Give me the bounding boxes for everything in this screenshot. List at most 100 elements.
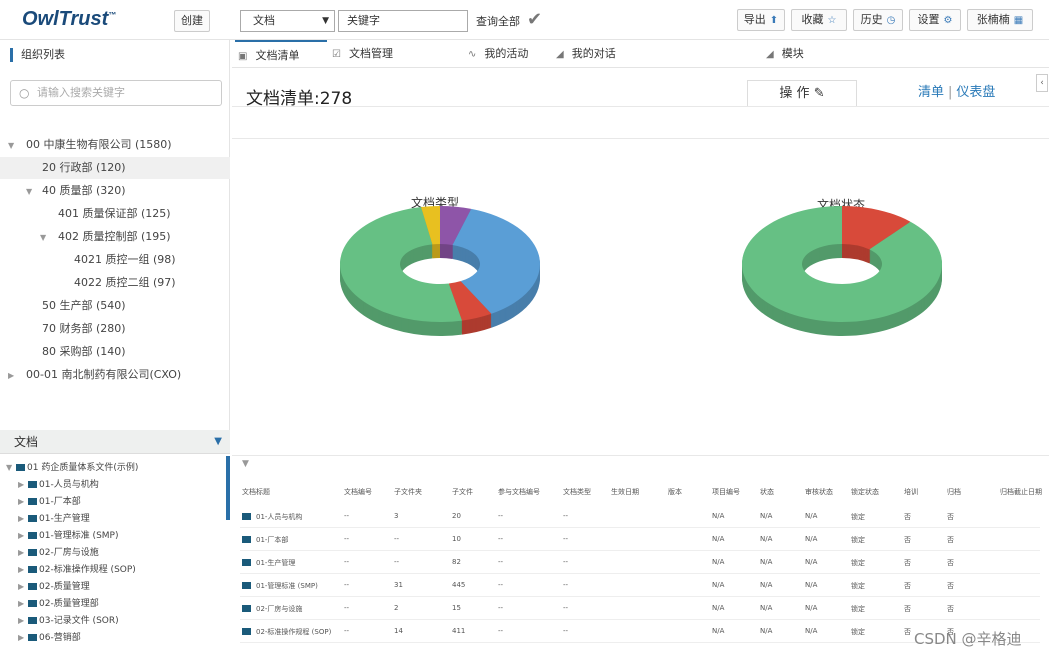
column-header[interactable]: 文档类型 xyxy=(563,488,591,496)
doc-folder-node[interactable]: ▶ 01-厂本部 xyxy=(0,493,226,510)
table-cell: 锁定 xyxy=(851,582,865,590)
tree-node[interactable]: 4021 质控一组 (98) xyxy=(74,253,176,266)
pie-slice[interactable] xyxy=(842,206,911,250)
doc-folder-node[interactable]: ▶ 02-标准操作规程 (SOP) xyxy=(0,561,226,578)
table-row[interactable]: 02-标准操作规程 (SOP) -- 14 411 -- -- N/A N/A N/A 锁定 否 否 xyxy=(240,620,1040,643)
table-cell: N/A xyxy=(805,512,818,520)
pie-slice[interactable] xyxy=(440,206,472,245)
column-header[interactable]: 子文件夹 xyxy=(394,488,422,496)
table-row[interactable]: 01-人员与机构 -- 3 20 -- -- N/A N/A N/A 锁定 否 否 xyxy=(240,505,1040,528)
view-list-link[interactable]: 清单 xyxy=(918,85,945,100)
table-cell: 82 xyxy=(452,558,461,566)
caret-right-icon: ▶ xyxy=(18,633,25,642)
tree-node[interactable]: 4022 质控二组 (97) xyxy=(74,276,176,289)
table-row[interactable]: 02-厂房与设施 -- 2 15 -- -- N/A N/A N/A 锁定 否 否 xyxy=(240,597,1040,620)
doc-folder-node[interactable]: ▶ 01-人员与机构 xyxy=(0,476,226,493)
query-all-checkbox[interactable]: ✔ xyxy=(527,9,543,30)
doc-type-select[interactable]: 文档 ▼ xyxy=(240,10,335,32)
column-header[interactable]: 参与文档编号 xyxy=(498,488,540,496)
column-header[interactable]: 归档 xyxy=(947,488,961,496)
tree-node[interactable]: ▼ 402 质量控制部 (195) xyxy=(0,226,230,248)
export-button[interactable]: 导出 ⬆ xyxy=(737,9,785,31)
column-header[interactable]: 子文件 xyxy=(452,488,473,496)
table-cell: 411 xyxy=(452,627,466,635)
column-header[interactable]: 生效日期 xyxy=(611,488,639,496)
doc-folder-node[interactable]: ▶ 02-质量管理部 xyxy=(0,595,226,612)
column-header[interactable]: 版本 xyxy=(668,488,682,496)
table-cell: N/A xyxy=(805,627,818,635)
table-cell: -- xyxy=(344,558,350,566)
star-icon: ☆ xyxy=(827,15,837,26)
table-cell: 锁定 xyxy=(851,536,865,544)
table-cell: N/A xyxy=(760,558,773,566)
column-header[interactable]: 状态 xyxy=(760,488,774,496)
column-header[interactable]: 文档编号 xyxy=(344,488,372,496)
pie-slice[interactable] xyxy=(339,207,463,323)
tab-my-chat[interactable]: ◢ 我的对话 xyxy=(556,47,616,60)
doc-folder-node[interactable]: ▶ 03-记录文件 (SOR) xyxy=(0,612,226,629)
filter-icon[interactable]: ▼ xyxy=(242,459,249,469)
folder-icon xyxy=(16,464,25,471)
table-cell: -- xyxy=(563,512,569,520)
doc-folder-node[interactable]: ▶ 02-厂房与设施 xyxy=(0,544,226,561)
favorite-button[interactable]: 收藏 ☆ xyxy=(791,9,847,31)
caret-right-icon: ▶ xyxy=(18,480,25,489)
table-row[interactable]: 01-生产管理 -- -- 82 -- -- N/A N/A N/A 锁定 否 否 xyxy=(240,551,1040,574)
column-header[interactable]: 培训 xyxy=(904,488,918,496)
watermark: CSDN @辛格迪 xyxy=(914,630,1022,648)
doc-folder-node[interactable]: ▶ 01-管理标准 (SMP) xyxy=(0,527,226,544)
column-header[interactable]: 审核状态 xyxy=(805,488,833,496)
keyword-input[interactable]: 关键字 xyxy=(338,10,468,32)
tree-node[interactable]: 80 采购部 (140) xyxy=(42,345,126,358)
settings-button[interactable]: 设置 ⚙ xyxy=(909,9,961,31)
table-cell: -- xyxy=(394,535,400,543)
pie-slice[interactable] xyxy=(452,208,540,314)
tab-doc-list[interactable]: ▣ 文档清单 xyxy=(235,40,327,68)
chevron-down-icon: ▼ xyxy=(322,16,329,26)
history-button[interactable]: 历史 ◷ xyxy=(853,9,903,31)
tree-node[interactable]: 70 财务部 (280) xyxy=(42,322,126,335)
view-dashboard-link[interactable]: 仪表盘 xyxy=(956,85,996,100)
doc-folder-node[interactable]: ▶ 06-营销部 xyxy=(0,629,226,646)
doc-panel-header[interactable]: 文档 ▼ xyxy=(0,430,230,454)
tree-node[interactable]: 401 质量保证部 (125) xyxy=(58,207,171,220)
operations-button[interactable]: 操 作 ✎ xyxy=(747,80,857,106)
table-cell: N/A xyxy=(712,604,725,612)
pie-slice[interactable] xyxy=(741,206,942,322)
column-header[interactable]: 项目编号 xyxy=(712,488,740,496)
tab-module[interactable]: ◢ 模块 xyxy=(766,47,804,60)
caret-right-icon: ▶ xyxy=(18,599,25,608)
collapse-panel-button[interactable]: ‹ xyxy=(1036,74,1048,92)
tree-node[interactable]: ▼ 40 质量部 (320) xyxy=(0,180,230,202)
tree-node[interactable]: 50 生产部 (540) xyxy=(42,299,126,312)
pie-slice[interactable] xyxy=(448,281,492,321)
table-cell: 否 xyxy=(904,559,911,567)
user-menu-button[interactable]: 张楠楠 ▦ xyxy=(967,9,1033,31)
pie-slice[interactable] xyxy=(421,206,440,245)
tab-my-activity[interactable]: ∿ 我的活动 xyxy=(468,47,529,60)
column-header[interactable]: 归档截止日期 xyxy=(1000,488,1042,496)
table-cell: 锁定 xyxy=(851,559,865,567)
column-header[interactable]: 文档标题 xyxy=(242,488,270,496)
create-button[interactable]: 创建 xyxy=(174,10,210,32)
tab-doc-manage[interactable]: ☑ 文档管理 xyxy=(332,47,393,60)
table-cell: N/A xyxy=(760,535,773,543)
search-icon: ○ xyxy=(19,86,30,100)
folder-icon xyxy=(242,605,251,612)
tree-node[interactable]: ▼ 00 中康生物有限公司 (1580) xyxy=(0,134,230,156)
tree-node[interactable]: ▶ 00-01 南北制药有限公司(CXO) xyxy=(0,364,230,386)
doc-panel-scrollbar[interactable] xyxy=(226,456,230,520)
table-cell: 01-人员与机构 xyxy=(256,513,303,521)
doc-folder-node[interactable]: ▶ 02-质量管理 xyxy=(0,578,226,595)
doc-folder-node[interactable]: ▼ 01 药企质量体系文件(示例) xyxy=(0,459,226,476)
table-row[interactable]: 01-厂本部 -- -- 10 -- -- N/A N/A N/A 锁定 否 否 xyxy=(240,528,1040,551)
tree-node[interactable]: 20 行政部 (120) xyxy=(0,157,230,179)
folder-icon xyxy=(242,536,251,543)
folder-icon xyxy=(28,566,37,573)
doc-folder-node[interactable]: ▶ 01-生产管理 xyxy=(0,510,226,527)
column-header[interactable]: 锁定状态 xyxy=(851,488,879,496)
org-search-input[interactable]: ○ 请输入搜索关键字 xyxy=(10,80,222,106)
table-row[interactable]: 01-管理标准 (SMP) -- 31 445 -- -- N/A N/A N/A 锁定 否 否 xyxy=(240,574,1040,597)
table-cell: N/A xyxy=(712,627,725,635)
app-logo[interactable]: OwlTrust™ xyxy=(22,8,117,30)
